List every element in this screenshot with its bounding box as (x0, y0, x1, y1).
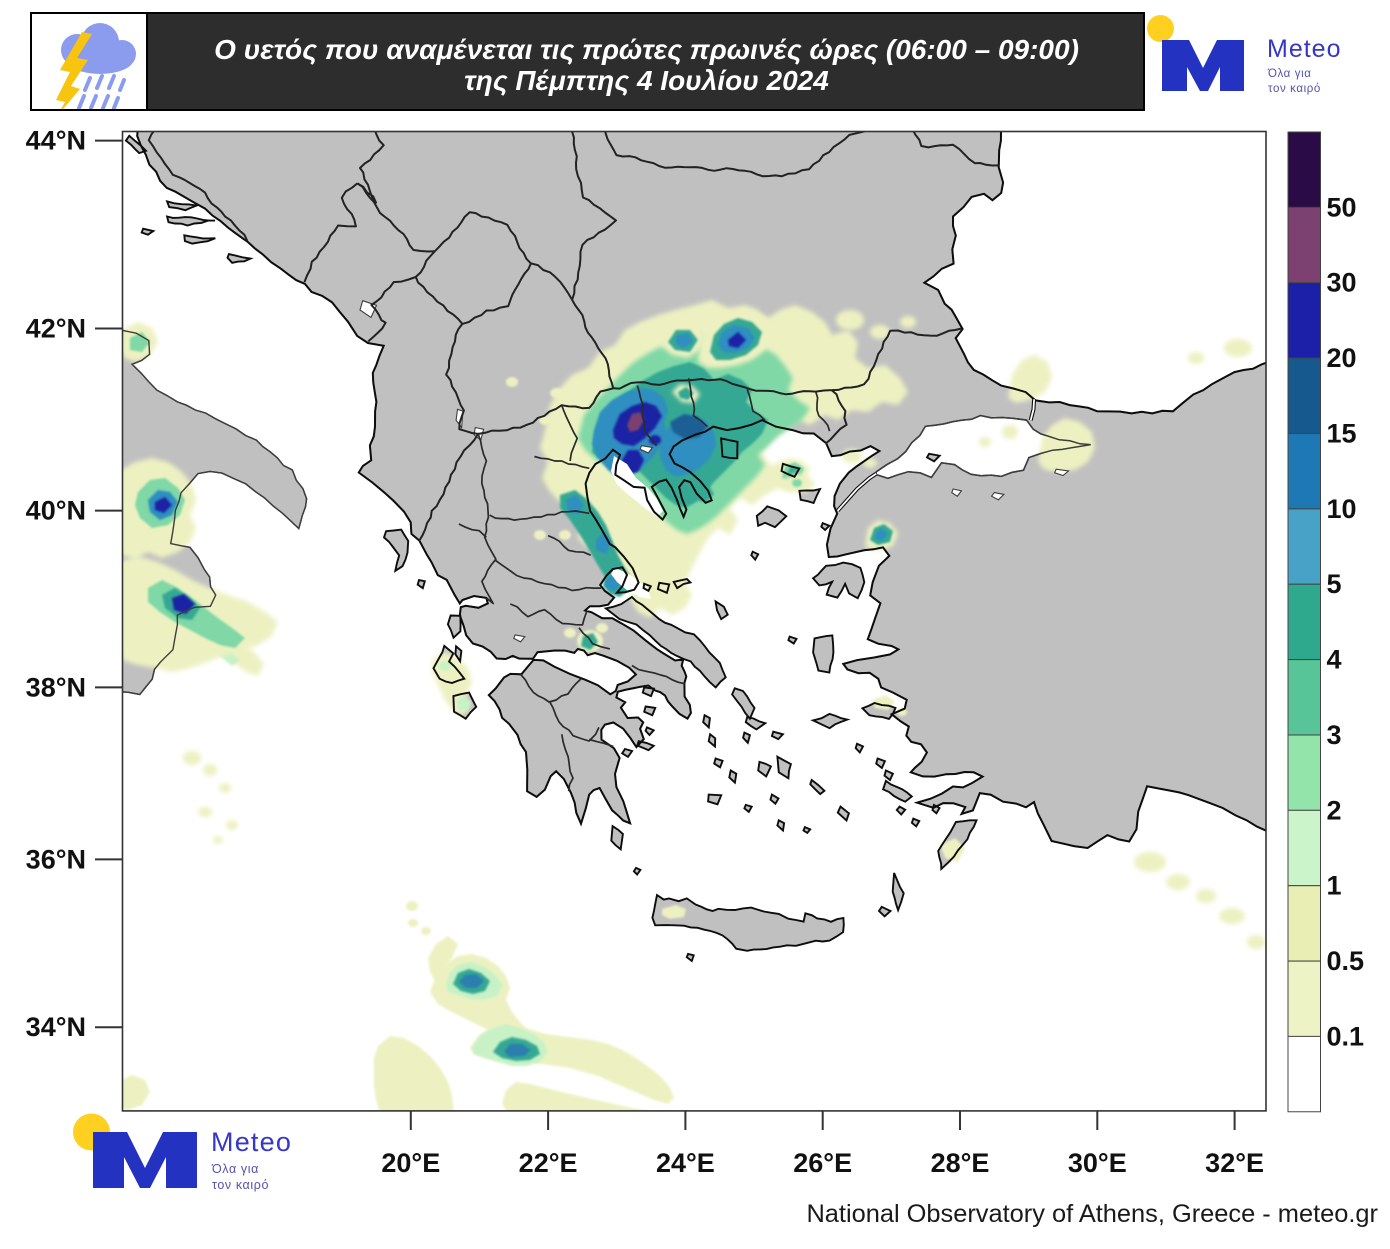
svg-text:24°E: 24°E (656, 1148, 715, 1178)
svg-text:20°E: 20°E (381, 1148, 440, 1178)
svg-text:10: 10 (1327, 494, 1357, 524)
svg-text:Meteo: Meteo (1267, 35, 1341, 63)
svg-text:50: 50 (1327, 192, 1357, 222)
svg-text:38°N: 38°N (26, 672, 86, 702)
svg-text:τον καιρό: τον καιρό (1268, 83, 1321, 95)
svg-text:Όλα για: Όλα για (1267, 68, 1311, 80)
svg-text:3: 3 (1327, 720, 1342, 750)
svg-text:4: 4 (1327, 645, 1342, 675)
svg-text:τον καιρό: τον καιρό (212, 1178, 269, 1192)
svg-text:30°E: 30°E (1068, 1148, 1127, 1178)
svg-text:26°E: 26°E (793, 1148, 852, 1178)
svg-text:30: 30 (1327, 268, 1357, 298)
svg-text:28°E: 28°E (931, 1148, 990, 1178)
svg-text:22°E: 22°E (519, 1148, 578, 1178)
svg-text:36°N: 36°N (26, 844, 86, 874)
svg-text:Όλα για: Όλα για (211, 1162, 259, 1176)
svg-text:20: 20 (1327, 343, 1357, 373)
svg-text:34°N: 34°N (26, 1012, 86, 1042)
svg-text:0.1: 0.1 (1327, 1021, 1365, 1051)
svg-text:Meteo: Meteo (211, 1127, 292, 1157)
svg-text:0.5: 0.5 (1327, 946, 1365, 976)
svg-text:40°N: 40°N (26, 496, 86, 526)
svg-text:1: 1 (1327, 871, 1342, 901)
svg-text:44°N: 44°N (26, 126, 86, 156)
svg-text:42°N: 42°N (26, 314, 86, 344)
svg-text:15: 15 (1327, 419, 1357, 449)
svg-text:32°E: 32°E (1205, 1148, 1264, 1178)
svg-text:5: 5 (1327, 569, 1342, 599)
svg-text:2: 2 (1327, 795, 1342, 825)
